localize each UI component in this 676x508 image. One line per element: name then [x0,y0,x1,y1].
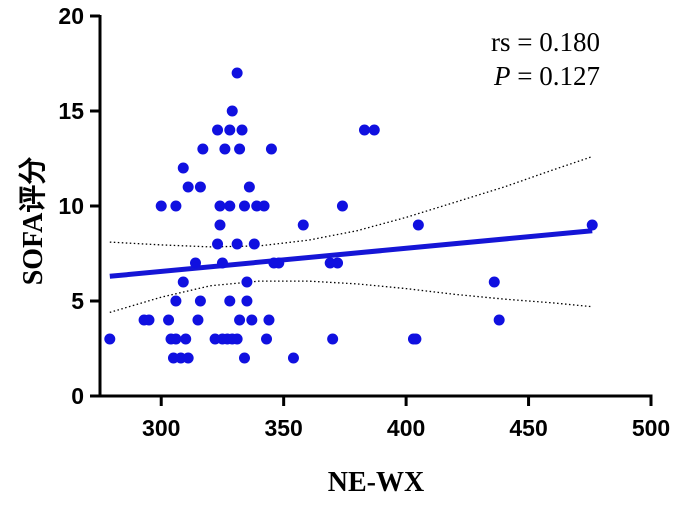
data-point [358,124,370,136]
data-point [246,314,258,326]
data-point [265,143,277,155]
p-value: = 0.127 [511,61,600,91]
y-tick-label: 0 [71,383,84,409]
data-point [170,333,182,345]
data-point [170,295,182,307]
data-point [155,200,167,212]
data-point [182,181,194,193]
data-point [261,333,273,345]
confidence-band [109,155,593,314]
data-point [243,181,255,193]
data-point [224,124,236,136]
data-point [177,162,189,174]
y-tick-label: 15 [58,98,84,124]
data-point [241,276,253,288]
data-point [170,200,182,212]
data-point [180,333,192,345]
data-point [586,219,598,231]
data-point [327,333,339,345]
data-point [190,257,202,269]
p-value-annotation: P = 0.127 [493,61,600,91]
x-tick-label: 400 [387,415,425,441]
x-tick-label: 450 [509,415,547,441]
data-point [194,181,206,193]
data-point [224,200,236,212]
data-point [412,219,424,231]
data-point [234,314,246,326]
data-points [104,67,598,364]
x-axis-title: NE-WX [328,467,424,498]
data-point [163,314,175,326]
regression-layer [109,228,593,279]
data-point [182,352,194,364]
y-axis-title: SOFA评分 [17,157,49,286]
p-symbol: P [493,61,511,91]
y-tick-label: 5 [71,288,84,314]
data-point [238,352,250,364]
axes: 0 5 10 15 20 300 350 400 450 500 [58,3,670,441]
data-point [197,143,209,155]
data-point [231,238,243,250]
data-point [493,314,505,326]
data-point [192,314,204,326]
data-point [219,143,231,155]
data-point [226,105,238,117]
correlation-annotation: rs = 0.180 [491,27,600,57]
data-point [236,124,248,136]
x-tick-label: 500 [632,415,670,441]
data-point [287,352,299,364]
data-point [143,314,155,326]
y-tick-label: 20 [58,3,84,29]
data-point [332,257,344,269]
data-point [336,200,348,212]
data-point [214,200,226,212]
data-point [488,276,500,288]
x-tick-label: 350 [264,415,302,441]
data-point [241,295,253,307]
data-point [368,124,380,136]
data-point [297,219,309,231]
data-point [212,124,224,136]
data-point [231,333,243,345]
data-point [410,333,422,345]
data-point [263,314,275,326]
data-point [212,238,224,250]
data-point [177,276,189,288]
data-point [224,295,236,307]
data-point [258,200,270,212]
data-point [248,238,260,250]
data-point [234,143,246,155]
data-point [238,200,250,212]
y-tick-label: 10 [58,193,84,219]
data-point [231,67,243,79]
regression-line [109,228,593,279]
data-point [216,257,228,269]
data-point [214,219,226,231]
x-tick-label: 300 [142,415,180,441]
data-point [194,295,206,307]
data-point [273,257,285,269]
data-point [104,333,116,345]
confidence-band-upper [109,155,593,248]
